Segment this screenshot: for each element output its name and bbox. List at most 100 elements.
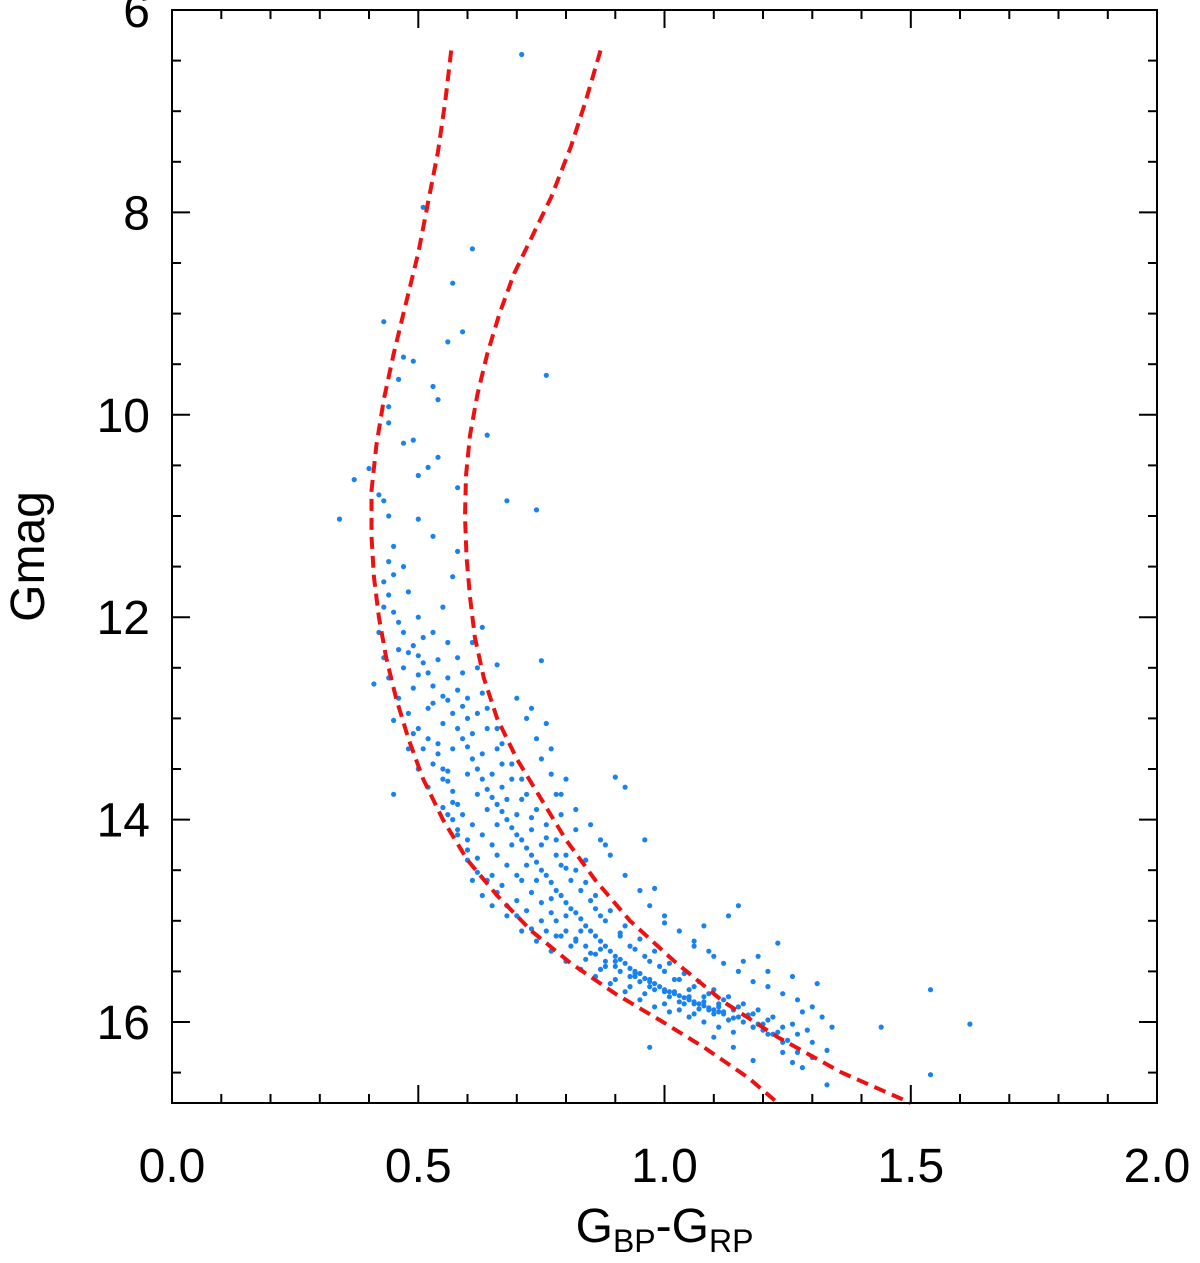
data-point-147 [597, 938, 604, 944]
data-point-75 [647, 1044, 653, 1050]
data-point-201 [592, 951, 599, 957]
data-point-385 [671, 976, 678, 983]
data-point-251 [573, 867, 579, 873]
data-point-215 [440, 720, 446, 727]
data-point-88 [612, 774, 618, 780]
data-point-196 [548, 910, 554, 916]
data-point-356 [381, 604, 387, 610]
data-point-0 [519, 51, 525, 58]
data-point-6 [445, 339, 451, 345]
data-point-48 [464, 847, 471, 853]
data-point-403 [637, 887, 643, 894]
data-point-112 [420, 660, 426, 666]
data-point-217 [464, 771, 471, 777]
data-point-285 [597, 913, 604, 919]
data-point-105 [765, 968, 771, 975]
data-point-257 [652, 948, 658, 954]
data-point-31 [430, 533, 436, 539]
data-point-249 [553, 837, 559, 843]
data-points [336, 51, 973, 1088]
data-point-361 [440, 604, 446, 610]
data-point-423 [711, 1034, 717, 1040]
data-point-392 [514, 695, 520, 701]
data-point-407 [691, 938, 697, 944]
data-point-83 [701, 923, 707, 929]
data-point-418 [780, 1049, 786, 1055]
data-point-141 [568, 906, 574, 912]
data-point-95 [755, 953, 761, 959]
data-point-262 [725, 994, 732, 1000]
data-point-255 [622, 923, 628, 929]
data-point-33 [371, 681, 377, 687]
data-point-413 [780, 991, 786, 997]
data-point-64 [676, 999, 682, 1005]
data-point-138 [553, 887, 559, 894]
data-point-32 [391, 572, 397, 578]
data-point-202 [602, 958, 609, 964]
data-point-109 [400, 629, 407, 636]
data-point-421 [750, 1057, 756, 1064]
data-point-283 [568, 877, 574, 884]
data-point-232 [686, 994, 692, 1000]
data-point-43 [425, 705, 431, 711]
data-point-319 [661, 1001, 668, 1007]
y-tick-label: 16 [97, 997, 150, 1050]
data-point-297 [780, 1024, 786, 1030]
data-point-128 [504, 817, 510, 823]
boundary-curves [369, 49, 912, 1105]
data-point-151 [617, 956, 623, 962]
data-point-10 [543, 372, 549, 378]
data-point-90 [563, 776, 569, 782]
data-point-126 [494, 801, 500, 808]
data-point-20 [366, 465, 372, 472]
data-point-30 [415, 516, 421, 522]
data-point-152 [622, 960, 628, 966]
data-point-256 [637, 936, 643, 942]
data-point-223 [533, 877, 540, 884]
data-point-172 [721, 1011, 727, 1017]
data-point-291 [691, 984, 697, 990]
data-point-158 [652, 981, 658, 987]
data-point-102 [799, 1009, 806, 1015]
data-point-289 [657, 963, 663, 970]
data-point-132 [524, 845, 530, 851]
data-point-35 [538, 658, 545, 664]
data-point-53 [514, 913, 520, 919]
data-point-367 [464, 695, 471, 701]
data-point-122 [474, 766, 480, 772]
data-point-98 [691, 943, 697, 949]
data-point-198 [563, 928, 569, 934]
x-tick-label: 0.5 [385, 1140, 452, 1193]
data-point-349 [686, 1014, 692, 1020]
data-point-93 [543, 720, 549, 727]
data-point-267 [804, 1027, 810, 1033]
data-point-395 [538, 756, 545, 762]
data-point-173 [730, 1015, 737, 1021]
data-point-203 [612, 963, 618, 970]
data-point-124 [484, 786, 490, 792]
data-point-375 [543, 835, 549, 841]
data-point-219 [484, 806, 490, 813]
data-point-239 [474, 665, 480, 671]
data-point-415 [809, 1004, 815, 1010]
data-point-279 [514, 812, 520, 818]
data-point-394 [533, 736, 540, 742]
data-point-220 [494, 822, 500, 828]
data-point-313 [568, 943, 574, 949]
data-point-199 [573, 936, 579, 942]
y-axis-title: Gmag [2, 491, 55, 622]
data-point-374 [528, 815, 535, 821]
data-point-227 [597, 946, 604, 952]
data-point-18 [435, 454, 441, 460]
data-point-188 [479, 832, 485, 838]
data-point-233 [701, 999, 707, 1005]
data-point-400 [597, 837, 604, 843]
data-point-106 [386, 592, 392, 598]
data-point-136 [543, 872, 549, 878]
data-point-414 [794, 997, 801, 1003]
x-tick-label: 2.0 [1124, 1140, 1191, 1193]
data-point-110 [410, 643, 416, 649]
data-point-419 [789, 1059, 796, 1066]
x-tick-label: 0.0 [139, 1140, 206, 1193]
data-point-316 [612, 976, 618, 983]
